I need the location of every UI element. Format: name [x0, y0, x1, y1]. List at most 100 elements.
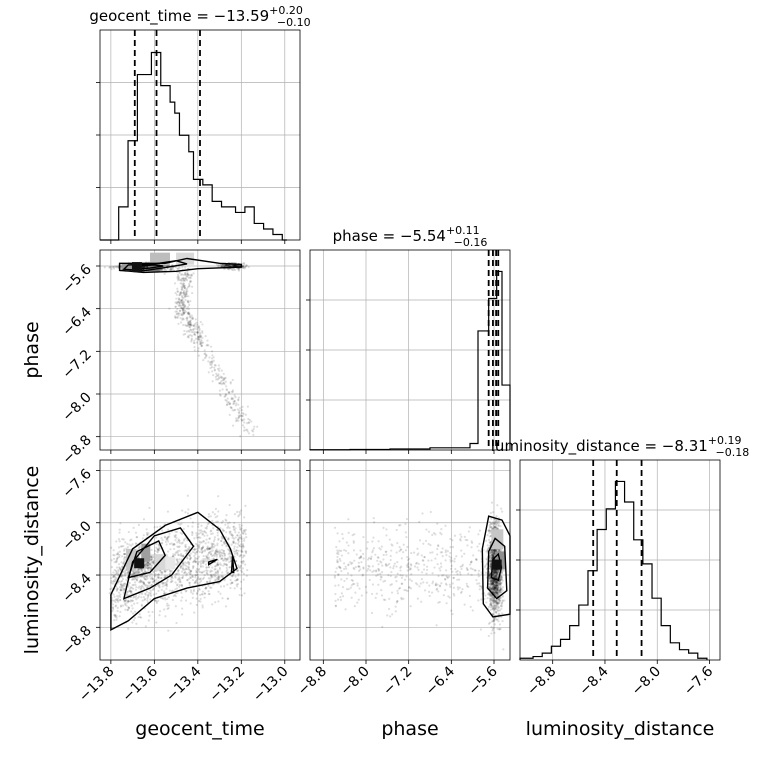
sample-point: [233, 587, 236, 590]
sample-point: [182, 312, 185, 315]
sample-point: [230, 390, 234, 393]
sample-point: [173, 282, 177, 285]
sample-point: [185, 277, 188, 281]
sample-point: [225, 570, 228, 573]
sample-point: [123, 556, 126, 559]
sample-point: [185, 274, 188, 278]
sample-point: [193, 323, 197, 326]
sample-point: [207, 566, 210, 569]
sample-point: [224, 398, 227, 402]
sample-point: [347, 531, 350, 534]
sample-point: [374, 570, 378, 573]
sample-point: [178, 266, 181, 269]
sample-point: [364, 585, 367, 588]
sample-point: [177, 275, 180, 278]
sample-point: [116, 609, 119, 613]
sample-point: [199, 333, 202, 336]
sample-point: [145, 265, 148, 268]
sample-point: [110, 559, 113, 562]
sample-point: [183, 311, 186, 314]
sample-point: [216, 572, 219, 575]
sample-point: [196, 563, 200, 566]
sample-point: [181, 532, 184, 535]
sample-point: [134, 583, 137, 586]
sample-point: [202, 558, 205, 561]
sample-point: [183, 329, 186, 333]
sample-point: [183, 277, 186, 280]
sample-point: [225, 559, 228, 562]
sample-point: [121, 577, 125, 581]
sample-point: [132, 526, 135, 529]
sample-point: [177, 553, 180, 556]
sample-point: [204, 558, 207, 561]
sample-point: [190, 337, 193, 340]
sample-point: [180, 273, 183, 277]
sample-point: [235, 420, 238, 423]
sample-point: [489, 565, 492, 568]
sample-point: [201, 590, 204, 593]
sample-point: [232, 537, 236, 540]
sample-point: [488, 603, 492, 607]
sample-point: [195, 534, 198, 537]
sample-point: [175, 310, 179, 313]
sample-point: [469, 567, 472, 570]
sample-point: [495, 515, 498, 518]
sample-point: [214, 375, 217, 379]
sample-point: [226, 583, 229, 586]
sample-point: [213, 363, 216, 367]
sample-point: [195, 569, 198, 572]
sample-point: [133, 595, 136, 598]
sample-point: [129, 587, 132, 590]
sample-point: [145, 528, 148, 531]
sample-point: [207, 584, 210, 588]
sample-point: [140, 592, 144, 596]
sample-point: [471, 609, 474, 612]
sample-point: [237, 414, 240, 417]
sample-point: [236, 585, 239, 588]
sample-point: [182, 318, 185, 321]
sample-point: [493, 623, 496, 626]
sample-point: [224, 523, 227, 526]
sample-point: [143, 265, 146, 268]
sample-point: [215, 378, 218, 381]
sample-point: [351, 579, 354, 582]
sample-point: [376, 559, 379, 562]
sample-point: [205, 344, 208, 347]
sample-point: [151, 588, 154, 591]
sample-point: [221, 544, 224, 547]
sample-point: [184, 266, 187, 269]
sample-point: [192, 272, 195, 275]
sample-point: [241, 265, 244, 268]
sample-point: [115, 559, 118, 562]
sample-point: [180, 277, 183, 280]
sample-point: [196, 323, 199, 326]
sample-point: [496, 604, 499, 607]
sample-point: [237, 531, 240, 534]
sample-point: [236, 552, 239, 555]
sample-point: [391, 613, 394, 616]
sample-point: [144, 570, 147, 573]
sample-point: [418, 520, 421, 523]
sample-point: [453, 557, 456, 560]
sample-point: [499, 586, 502, 589]
sample-point: [174, 530, 177, 533]
sample-point: [188, 284, 191, 287]
sample-point: [181, 314, 184, 317]
sample-point: [192, 331, 195, 334]
sample-point: [133, 616, 136, 620]
sample-point: [117, 537, 121, 541]
sample-point: [160, 542, 164, 545]
sample-point: [163, 590, 166, 593]
sample-point: [127, 600, 130, 603]
sample-point: [187, 508, 190, 511]
sample-point: [182, 302, 185, 305]
sample-point: [222, 382, 225, 385]
sample-point: [146, 599, 149, 602]
sample-point: [110, 546, 113, 549]
sample-point: [140, 604, 143, 607]
sample-point: [203, 530, 206, 533]
sample-point: [212, 527, 215, 530]
sample-point: [135, 585, 138, 589]
sample-point: [243, 529, 246, 532]
sample-point: [123, 583, 126, 586]
